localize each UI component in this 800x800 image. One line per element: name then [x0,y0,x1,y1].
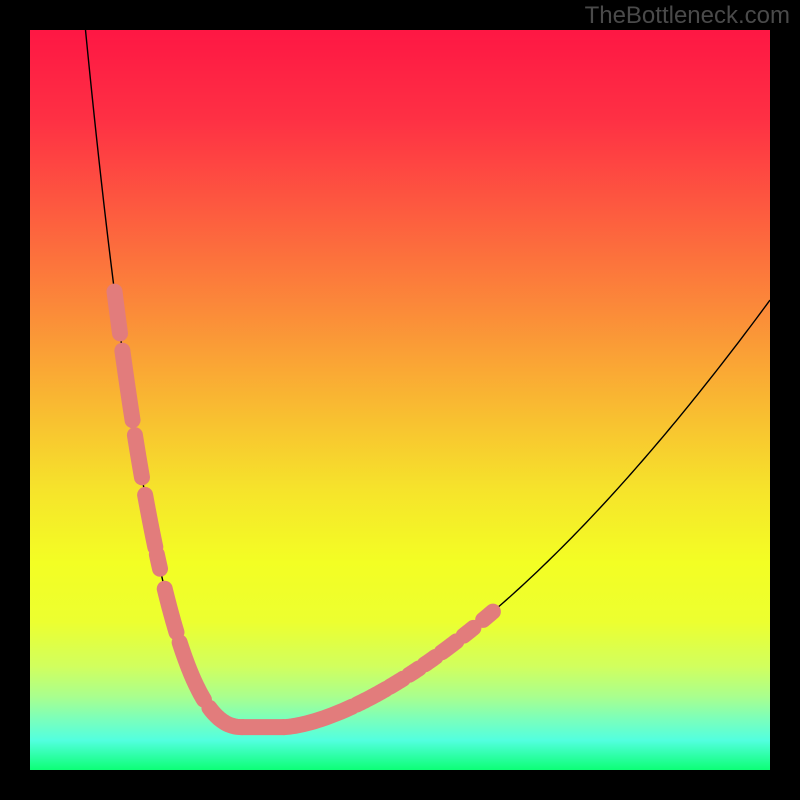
curve-marker-segment [122,351,132,421]
curve-marker-segment [390,679,403,687]
curve-marker-segment [483,612,493,620]
curve-marker-segment [145,495,155,547]
curve-marker-segment [425,657,436,665]
curve-marker-segment [157,555,160,569]
curve-marker-segment [409,668,419,674]
gradient-background [30,30,770,770]
watermark-text: TheBottleneck.com [585,2,790,30]
chart-stage: TheBottleneck.com [0,0,800,800]
curve-marker-segment [464,628,474,636]
curve-marker-segment [115,292,120,334]
plot-svg [30,30,770,770]
curve-marker-segment [135,435,142,477]
curve-marker-segment [442,641,457,652]
plot-area [30,30,770,770]
